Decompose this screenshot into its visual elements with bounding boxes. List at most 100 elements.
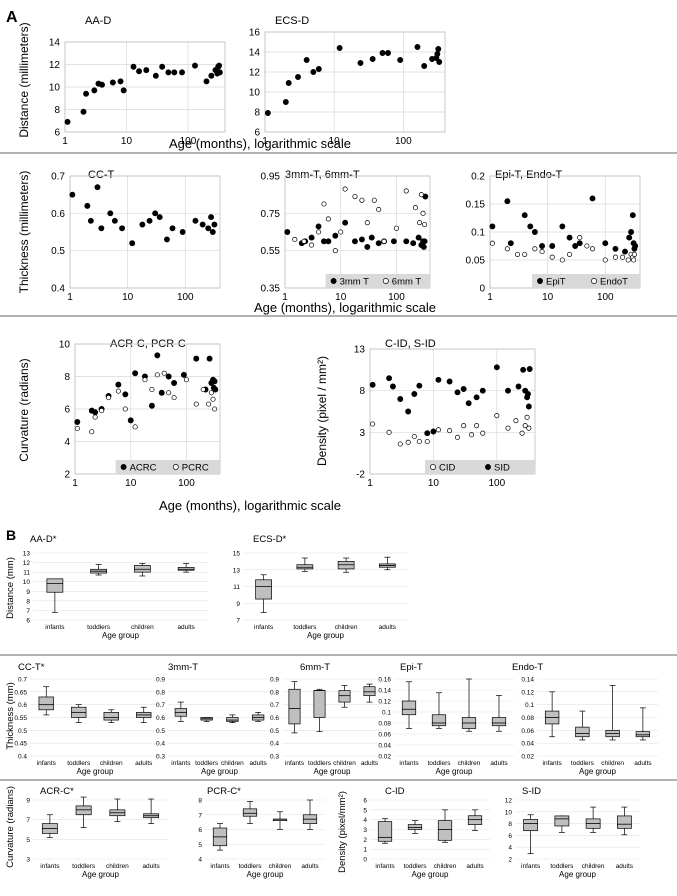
legend-marker <box>537 278 543 284</box>
data-point <box>310 69 317 75</box>
x-tick-label: children <box>106 863 129 870</box>
data-point <box>393 225 400 231</box>
x-tick-label: 1 <box>262 136 268 147</box>
data-point <box>454 434 461 440</box>
data-point <box>424 438 430 445</box>
data-point <box>117 78 124 85</box>
y-tick-label: 0.5 <box>270 728 279 735</box>
x-tick-label: infants <box>399 760 419 767</box>
y-tick-label: 0.6 <box>156 715 165 722</box>
data-point <box>435 427 441 433</box>
legend-label: EpiT <box>546 277 566 288</box>
y-tick-label: 5 <box>26 837 30 844</box>
data-point <box>531 229 538 235</box>
chart-title: C-ID <box>385 786 405 797</box>
y-tick-label: 0.3 <box>270 754 279 761</box>
data-point <box>376 207 382 213</box>
y-tick-label: 8 <box>26 598 30 605</box>
data-point <box>436 59 443 65</box>
x-tick-label: 1 <box>67 292 73 303</box>
y-tick-label: 7 <box>198 812 202 819</box>
data-point <box>152 210 159 217</box>
y-tick-label: 0.8 <box>156 689 165 696</box>
legend-label: SID <box>494 463 510 474</box>
x-tick-label: children <box>221 760 244 767</box>
chart-title: AA-D* <box>30 534 57 545</box>
y-tick-label: 6 <box>198 827 202 834</box>
data-point <box>397 57 404 63</box>
y-tick-label: 0.8 <box>270 689 279 696</box>
y-axis-label: Curvature (radians) <box>17 358 31 461</box>
data-point <box>139 221 146 228</box>
data-point <box>325 238 332 245</box>
data-point <box>179 229 186 235</box>
box <box>635 731 651 738</box>
data-point <box>421 63 428 69</box>
plot-frame <box>64 41 226 133</box>
y-tick-label: 0.4 <box>156 741 165 748</box>
y-tick-label: 12 <box>23 560 31 567</box>
y-tick-label: 0.02 <box>521 754 534 761</box>
y-tick-label: 9 <box>236 601 240 608</box>
panel-label-b: B <box>6 527 16 543</box>
x-tick-label: toddlers <box>72 863 96 870</box>
scatter-chart-epiendo: Epi-T, Endo-T 0 0.05 0.1 0.15 0.2 1 10 100 EpiT En… <box>466 169 641 303</box>
data-point <box>315 229 322 235</box>
x-tick-label: 100 <box>488 478 505 489</box>
y-tick-label: 6 <box>508 833 512 840</box>
chart-title: S-ID <box>522 786 541 797</box>
data-point <box>620 254 626 260</box>
data-point <box>504 198 511 205</box>
chart-title: Endo-T <box>512 662 543 673</box>
data-point <box>205 225 212 232</box>
x-tick-label: children <box>269 863 292 870</box>
x-tick-label: 10 <box>122 292 134 303</box>
box <box>288 688 301 725</box>
data-point <box>87 217 94 224</box>
data-point <box>525 391 531 397</box>
data-point <box>338 229 344 235</box>
data-point <box>64 118 71 125</box>
x-tick-label: 10 <box>542 292 554 303</box>
data-point <box>405 408 412 415</box>
x-tick-label: 10 <box>335 292 347 303</box>
y-tick-label: 0.12 <box>378 699 391 706</box>
data-point <box>515 383 522 390</box>
y-tick-label: 0.4 <box>18 754 27 761</box>
legend-marker <box>172 464 179 470</box>
box <box>338 690 351 703</box>
y-tick-label: 0.04 <box>521 741 534 748</box>
x-tick-label: adults <box>249 760 267 767</box>
data-point <box>576 240 583 247</box>
data-point <box>161 370 167 376</box>
data-point <box>389 383 396 390</box>
y-axis-label: Density (pixel / mm²) <box>315 356 329 466</box>
data-point <box>480 430 486 436</box>
data-point <box>166 390 172 396</box>
data-point <box>292 236 298 243</box>
x-axis-label: Age group <box>102 631 139 640</box>
data-point <box>332 248 338 254</box>
data-point <box>132 424 138 430</box>
y-tick-label: 0.5 <box>18 728 27 735</box>
data-point <box>405 439 411 445</box>
x-tick-label: infants <box>375 863 395 870</box>
y-axis-label: Distance (mm) <box>5 557 16 619</box>
legend-box <box>115 460 220 474</box>
x-tick-label: children <box>100 760 123 767</box>
x-tick-label: 10 <box>125 478 137 489</box>
data-point <box>489 223 496 230</box>
data-point <box>479 387 486 394</box>
data-point <box>494 413 500 419</box>
x-axis-label: Age (months), logarithmic scale <box>159 498 341 513</box>
y-tick-label: 11 <box>23 570 30 577</box>
y-tick-label: -2 <box>356 470 365 481</box>
scatter-chart-aad: AA-D Distance (millimeters) 6 8 10 12 14 1 10 100 <box>17 15 226 147</box>
data-point <box>115 388 121 394</box>
data-point <box>505 387 511 394</box>
legend-box <box>325 274 430 288</box>
box <box>226 717 239 722</box>
data-point <box>364 243 371 250</box>
